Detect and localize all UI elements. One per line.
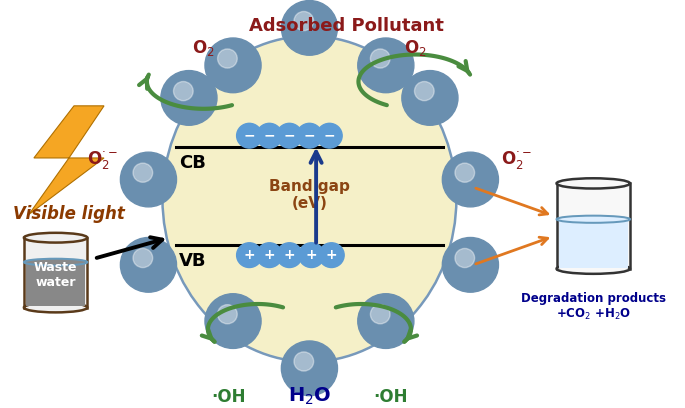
Text: Degradation products
+CO$_2$ +H$_2$O: Degradation products +CO$_2$ +H$_2$O xyxy=(521,292,666,322)
Text: −: − xyxy=(303,129,315,143)
Text: +: + xyxy=(264,248,275,262)
Text: CB: CB xyxy=(179,153,206,171)
Ellipse shape xyxy=(218,305,237,324)
Ellipse shape xyxy=(371,305,390,324)
Ellipse shape xyxy=(277,243,302,268)
Ellipse shape xyxy=(556,264,630,274)
Text: O$_2$: O$_2$ xyxy=(404,38,427,58)
Ellipse shape xyxy=(414,82,434,101)
Text: −: − xyxy=(284,129,295,143)
Ellipse shape xyxy=(455,163,475,182)
Ellipse shape xyxy=(218,49,237,68)
Ellipse shape xyxy=(257,243,282,268)
Ellipse shape xyxy=(455,248,475,268)
Ellipse shape xyxy=(161,71,217,125)
Text: Band gap
(eV): Band gap (eV) xyxy=(269,179,350,211)
Bar xyxy=(26,262,86,306)
Polygon shape xyxy=(29,106,104,215)
Ellipse shape xyxy=(556,216,630,223)
Ellipse shape xyxy=(402,71,458,125)
Ellipse shape xyxy=(121,237,177,292)
Ellipse shape xyxy=(443,237,499,292)
Ellipse shape xyxy=(24,303,88,313)
Text: O$_2$: O$_2$ xyxy=(192,38,215,58)
Bar xyxy=(24,238,88,308)
Text: Waste
water: Waste water xyxy=(34,261,77,288)
Text: O$_2^{·-}$: O$_2^{·-}$ xyxy=(87,149,118,171)
Ellipse shape xyxy=(236,243,262,268)
Ellipse shape xyxy=(316,123,342,148)
Text: Adsorbed Pollutant: Adsorbed Pollutant xyxy=(249,17,444,35)
Text: ·OH: ·OH xyxy=(373,388,408,406)
Ellipse shape xyxy=(371,49,390,68)
Text: O$_2^{·-}$: O$_2^{·-}$ xyxy=(501,149,532,171)
Ellipse shape xyxy=(121,152,177,207)
Ellipse shape xyxy=(24,233,88,243)
Bar xyxy=(556,184,630,269)
Ellipse shape xyxy=(162,36,456,362)
Ellipse shape xyxy=(556,178,630,188)
Ellipse shape xyxy=(294,11,314,31)
Text: +: + xyxy=(325,248,337,262)
Ellipse shape xyxy=(133,248,153,268)
Ellipse shape xyxy=(24,259,88,266)
Ellipse shape xyxy=(282,0,338,55)
Ellipse shape xyxy=(297,123,322,148)
Ellipse shape xyxy=(294,352,314,371)
Ellipse shape xyxy=(358,294,414,348)
Text: +: + xyxy=(306,248,317,262)
Text: −: − xyxy=(264,129,275,143)
Ellipse shape xyxy=(358,38,414,93)
Ellipse shape xyxy=(319,243,344,268)
Text: −: − xyxy=(243,129,255,143)
Ellipse shape xyxy=(282,341,338,396)
Ellipse shape xyxy=(205,38,261,93)
Text: ·OH: ·OH xyxy=(212,388,246,406)
Ellipse shape xyxy=(257,123,282,148)
Ellipse shape xyxy=(443,152,499,207)
Bar xyxy=(558,219,628,268)
Text: −: − xyxy=(323,129,335,143)
Text: +: + xyxy=(243,248,255,262)
Ellipse shape xyxy=(277,123,302,148)
Ellipse shape xyxy=(205,294,261,348)
Text: +: + xyxy=(284,248,295,262)
Text: VB: VB xyxy=(179,253,207,271)
Text: Visible light: Visible light xyxy=(13,205,125,224)
Text: H$_2$O: H$_2$O xyxy=(288,386,331,407)
Ellipse shape xyxy=(173,82,193,101)
Ellipse shape xyxy=(236,123,262,148)
Ellipse shape xyxy=(299,243,324,268)
Ellipse shape xyxy=(133,163,153,182)
